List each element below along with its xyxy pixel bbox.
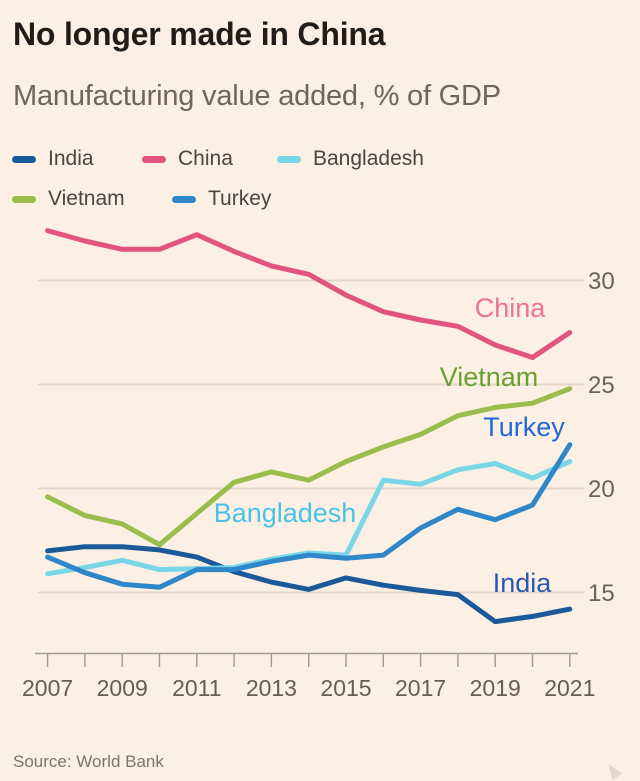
series-line-vietnam (45, 386, 573, 548)
y-axis-label-25: 25 (588, 372, 615, 399)
series-line-turkey (45, 442, 573, 590)
legend-swatch-turkey (172, 195, 196, 203)
legend-swatch-bangladesh (277, 155, 301, 163)
legend-item-india: India (12, 146, 94, 172)
series-line-china (45, 228, 573, 360)
legend-label: Turkey (208, 187, 272, 210)
x-axis-label-2021: 2021 (544, 675, 595, 701)
legend-swatch-india (12, 155, 36, 163)
legend-item-turkey: Turkey (172, 186, 271, 212)
series-label-turkey: Turkey (483, 412, 565, 442)
x-axis-label-2017: 2017 (395, 675, 446, 701)
legend-swatch-china (142, 155, 166, 163)
x-axis-label-2011: 2011 (172, 675, 221, 701)
x-axis-label-2019: 2019 (470, 675, 521, 701)
series-label-india: India (493, 568, 553, 598)
source-note: Source: World Bank (13, 752, 164, 771)
legend-label: Bangladesh (313, 147, 424, 170)
y-axis-label-30: 30 (588, 268, 615, 295)
x-axis-label-2007: 2007 (22, 675, 73, 701)
series-line-india (45, 544, 573, 625)
series-label-vietnam: Vietnam (440, 362, 539, 392)
series-label-china: China (475, 293, 547, 323)
legend-item-bangladesh: Bangladesh (277, 146, 424, 172)
legend-item-china: China (142, 146, 233, 172)
chart-subtitle: Manufacturing value added, % of GDP (13, 80, 501, 112)
x-axis-label-2009: 2009 (97, 675, 148, 701)
x-axis-label-2015: 2015 (320, 675, 371, 701)
legend-swatch-vietnam (12, 195, 36, 203)
legend-item-vietnam: Vietnam (12, 186, 125, 212)
y-axis-label-20: 20 (588, 476, 615, 503)
legend-label: China (178, 147, 233, 170)
series-label-bangladesh: Bangladesh (214, 498, 357, 528)
legend-label: Vietnam (48, 187, 125, 210)
y-axis-label-15: 15 (588, 580, 615, 607)
chart-title: No longer made in China (13, 16, 386, 52)
legend-label: India (48, 147, 94, 170)
legend: India China Bangladesh Vietnam Turkey (0, 146, 640, 222)
x-axis-label-2013: 2013 (246, 675, 297, 701)
